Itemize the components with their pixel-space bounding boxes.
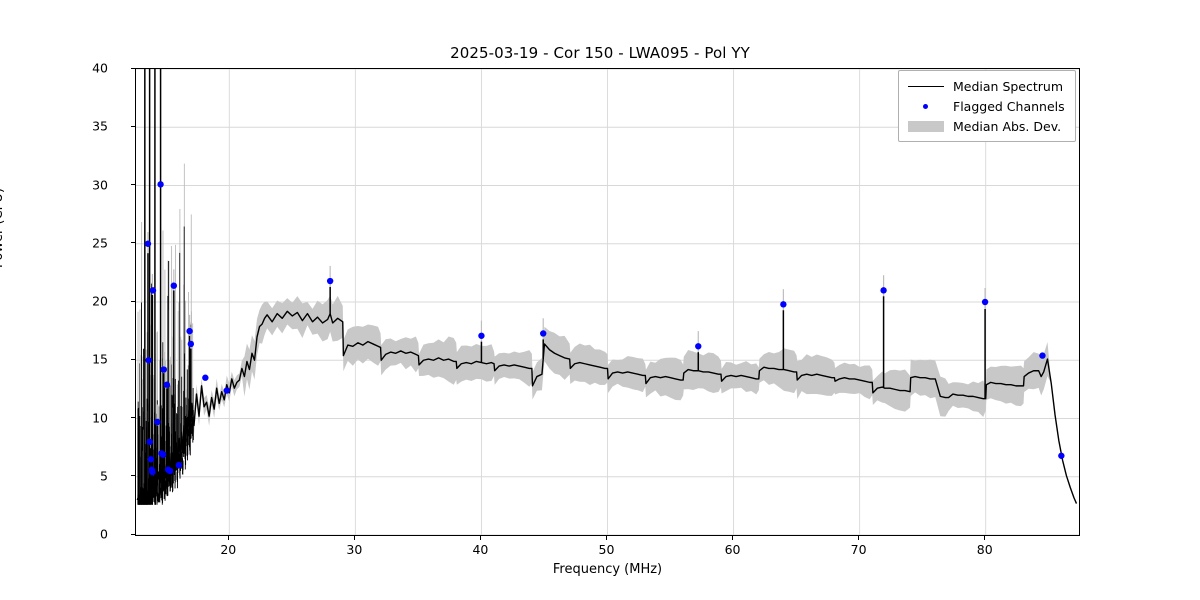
legend-patch-key — [905, 118, 947, 134]
y-tick-label: 25 — [92, 235, 108, 251]
x-tick-label: 80 — [976, 542, 993, 557]
x-tickmark — [732, 536, 734, 540]
median-spectrum-line — [136, 310, 1078, 504]
x-tickmark — [479, 536, 482, 540]
x-tick-label: 40 — [472, 542, 489, 557]
y-tick-label: 35 — [92, 118, 108, 134]
y-tick-label: 5 — [100, 468, 108, 484]
legend-label-median-abs-dev: Median Abs. Dev. — [953, 118, 1062, 134]
x-tick-label: 50 — [598, 542, 615, 557]
y-axis-label: Power (CPU) — [0, 187, 6, 268]
flagged-channels-markers — [144, 181, 1065, 476]
y-tickmark — [131, 417, 135, 419]
legend-line-key — [905, 78, 947, 94]
y-tick-label: 0 — [100, 526, 108, 542]
plot-axes — [135, 68, 1080, 536]
x-tick-label: 70 — [850, 542, 867, 557]
x-tick-label: 60 — [724, 542, 741, 557]
x-tickmark — [858, 536, 860, 540]
legend-dot-key — [905, 98, 947, 114]
y-tick-label: 15 — [92, 351, 108, 367]
legend-item-flagged-channels: Flagged Channels — [905, 96, 1069, 116]
y-tickmark — [131, 358, 135, 360]
y-tick-label: 10 — [92, 410, 108, 425]
y-tick-label: 30 — [92, 177, 108, 192]
y-tickmark — [131, 67, 135, 69]
y-tickmark — [131, 533, 135, 535]
y-tickmark — [131, 125, 135, 127]
legend-box: Median Spectrum Flagged Channels Median … — [898, 70, 1076, 142]
legend-item-median-spectrum: Median Spectrum — [905, 76, 1069, 96]
x-tick-label: 20 — [220, 542, 237, 557]
plot-title: 2025-03-19 - Cor 150 - LWA095 - Pol YY — [450, 44, 750, 62]
y-tickmark — [131, 475, 135, 477]
x-axis-label: Frequency (MHz) — [552, 562, 663, 577]
y-tick-label: 20 — [92, 293, 108, 309]
median-abs-dev-band — [137, 295, 1077, 506]
y-tick-label: 40 — [92, 60, 108, 76]
x-tickmark — [353, 536, 355, 540]
spectrum-plot — [136, 69, 1079, 535]
x-tickmark — [606, 536, 608, 540]
x-tick-label: 30 — [346, 542, 363, 557]
rfi-spikes — [137, 69, 986, 505]
x-tickmark — [984, 536, 986, 540]
legend-label-median-spectrum: Median Spectrum — [953, 78, 1064, 94]
y-tickmark — [131, 300, 135, 302]
legend-label-flagged-channels: Flagged Channels — [953, 98, 1065, 114]
legend-item-median-abs-dev: Median Abs. Dev. — [905, 116, 1069, 136]
y-tickmark — [131, 184, 135, 186]
x-tickmark — [227, 536, 229, 540]
y-tickmark — [131, 242, 135, 244]
